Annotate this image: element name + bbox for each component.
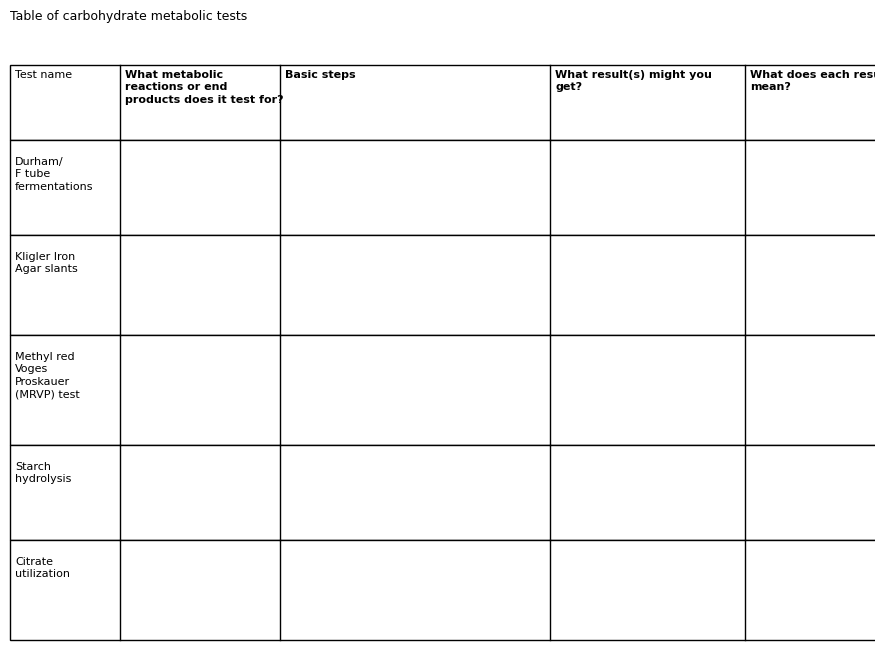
Text: What result(s) might you
get?: What result(s) might you get? (555, 70, 712, 92)
Text: Test name: Test name (15, 70, 72, 80)
Text: Table of carbohydrate metabolic tests: Table of carbohydrate metabolic tests (10, 10, 248, 23)
Bar (10, 335, 875, 445)
Text: What does each result
mean?: What does each result mean? (750, 70, 875, 92)
Bar (10, 540, 875, 640)
Text: What metabolic
reactions or end
products does it test for?: What metabolic reactions or end products… (125, 70, 284, 105)
Text: Starch
hydrolysis: Starch hydrolysis (15, 462, 72, 485)
Text: Basic steps: Basic steps (285, 70, 355, 80)
Bar (10, 65, 875, 140)
Text: Methyl red
Voges
Proskauer
(MRVP) test: Methyl red Voges Proskauer (MRVP) test (15, 352, 80, 399)
Bar (10, 235, 875, 335)
Text: Kligler Iron
Agar slants: Kligler Iron Agar slants (15, 252, 78, 274)
Text: Durham/
F tube
fermentations: Durham/ F tube fermentations (15, 157, 94, 192)
Bar (10, 140, 875, 235)
Text: Citrate
utilization: Citrate utilization (15, 557, 70, 579)
Bar (10, 445, 875, 540)
